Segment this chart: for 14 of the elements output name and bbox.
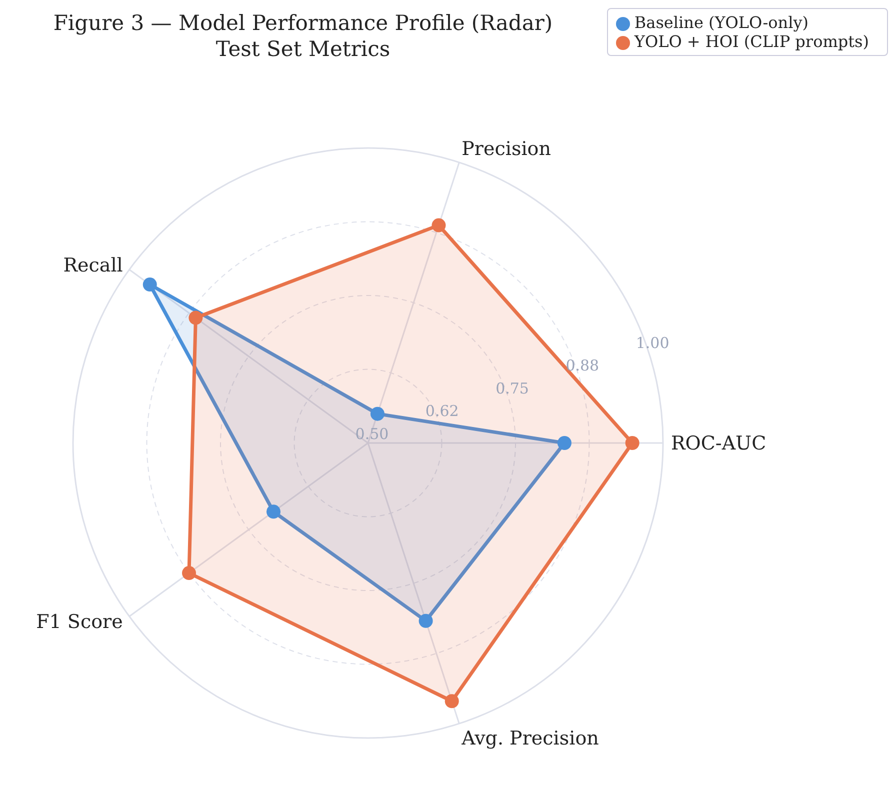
- y-tick-label: 0.50: [355, 425, 389, 443]
- spoke-label: Precision: [462, 138, 551, 160]
- spoke-label: Recall: [63, 254, 123, 277]
- spoke-label: ROC-AUC: [671, 432, 766, 455]
- spoke-label: Avg. Precision: [460, 728, 599, 750]
- y-tick-label: 0.75: [496, 379, 529, 398]
- text: Test Set Metrics: [214, 36, 392, 62]
- legend-label: YOLO + HOI (CLIP prompts): [634, 32, 869, 51]
- spoke-label: F1 Score: [36, 610, 123, 633]
- chart-title: Figure 3 — Model Performance Profile (Radar): [52, 10, 554, 36]
- legend-label: Baseline (YOLO-only): [634, 13, 808, 32]
- y-tick-label: 0.62: [425, 402, 459, 420]
- y-tick-label: 0.88: [566, 356, 600, 375]
- y-tick-label: 1.00: [636, 334, 670, 352]
